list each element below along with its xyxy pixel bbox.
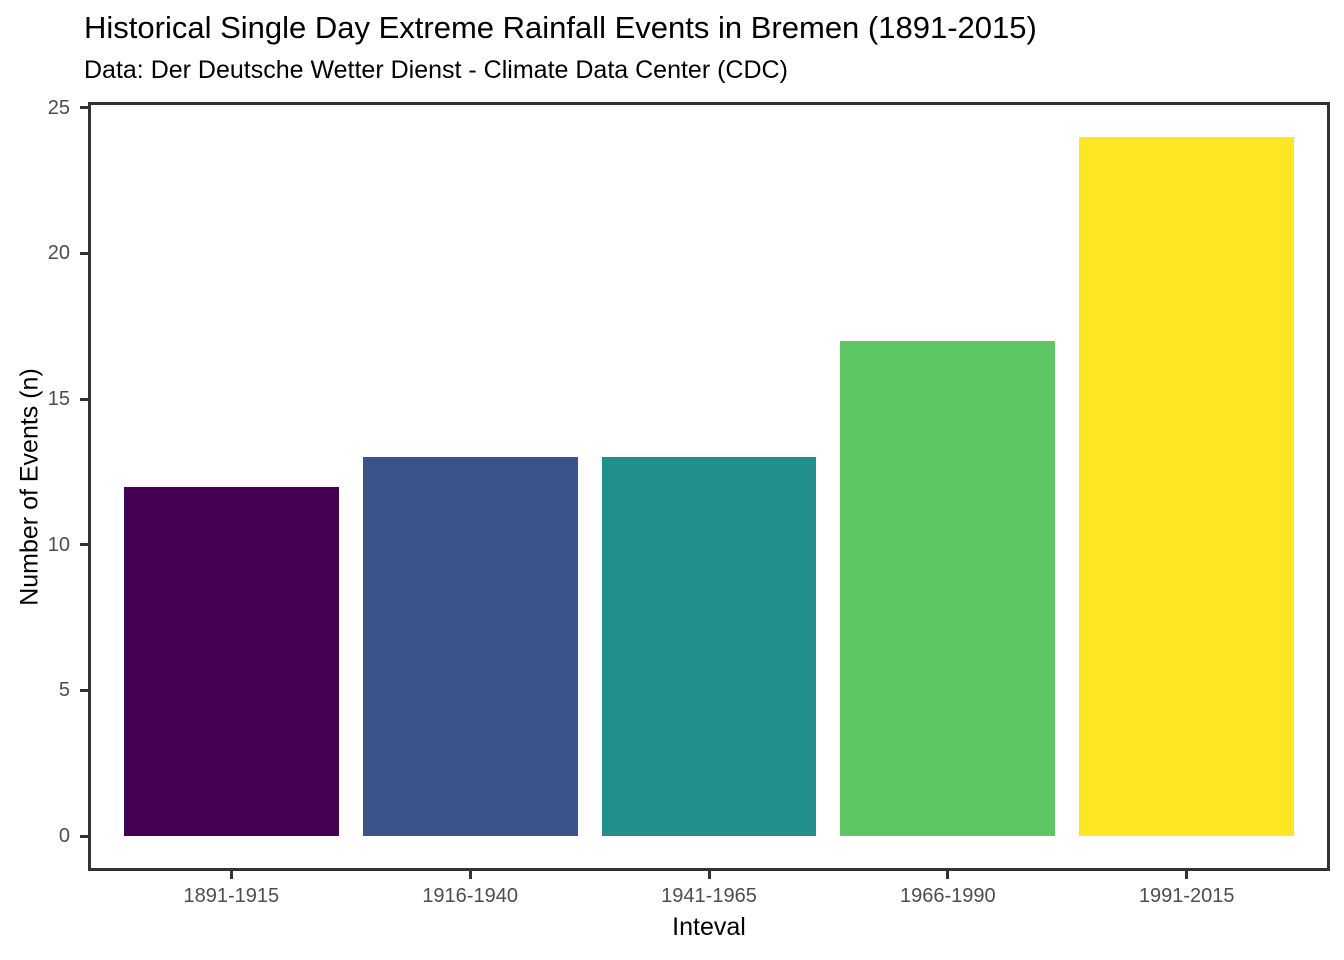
x-tick-label-1916-1940: 1916-1940 <box>422 885 518 907</box>
y-tick-mark-25 <box>80 106 88 110</box>
x-tick-mark-1916-1940 <box>468 871 472 879</box>
plot-panel <box>88 102 1330 871</box>
bar-1916-1940 <box>362 457 578 837</box>
y-tick-label-0: 0 <box>58 825 70 848</box>
x-tick-mark-1966-1990 <box>946 871 950 879</box>
bar-1991-2015 <box>1079 136 1295 837</box>
x-tick-label-1941-1965: 1941-1965 <box>661 885 757 907</box>
y-tick-mark-20 <box>80 251 88 255</box>
y-tick-label-15: 15 <box>47 388 70 411</box>
x-axis-title: Inteval <box>672 913 746 941</box>
chart-title: Historical Single Day Extreme Rainfall E… <box>84 10 1037 45</box>
bar-1891-1915 <box>123 486 339 837</box>
bar-1941-1965 <box>601 457 817 837</box>
x-tick-mark-1941-1965 <box>707 871 711 879</box>
y-tick-mark-15 <box>80 397 88 401</box>
y-tick-mark-0 <box>80 834 88 838</box>
y-tick-label-25: 25 <box>47 96 70 119</box>
x-tick-label-1991-2015: 1991-2015 <box>1138 885 1235 907</box>
chart-subtitle: Data: Der Deutsche Wetter Dienst - Clima… <box>84 56 788 84</box>
y-tick-label-10: 10 <box>47 533 70 556</box>
x-tick-mark-1991-2015 <box>1185 871 1189 879</box>
y-axis-title: Number of Events (n) <box>15 367 44 606</box>
x-tick-label-1966-1990: 1966-1990 <box>900 885 996 907</box>
x-tick-label-1891-1915: 1891-1915 <box>183 885 280 907</box>
bar-1966-1990 <box>840 340 1056 837</box>
y-tick-mark-10 <box>80 543 88 547</box>
y-tick-mark-5 <box>80 688 88 692</box>
x-tick-mark-1891-1915 <box>229 871 233 879</box>
y-tick-label-5: 5 <box>58 679 70 702</box>
y-tick-label-20: 20 <box>47 242 70 265</box>
